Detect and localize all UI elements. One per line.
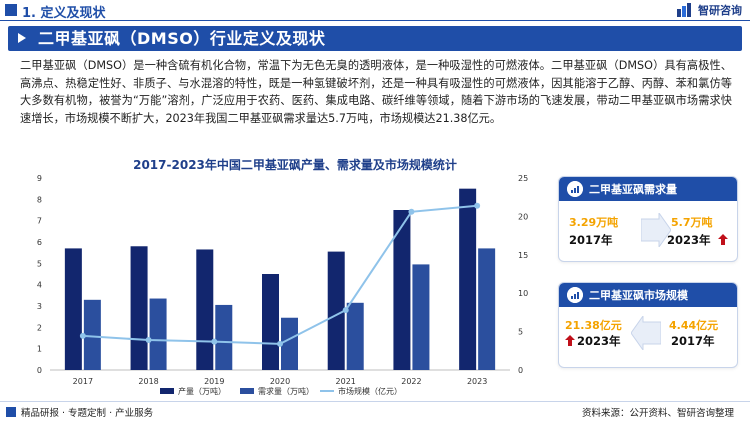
demand-2017-year: 2017年 — [569, 233, 613, 247]
x-tick-label: 2018 — [138, 377, 158, 386]
bar-demand — [478, 248, 496, 370]
bar-production — [459, 188, 477, 370]
title-banner: 二甲基亚砜（DMSO）行业定义及现状 — [8, 26, 742, 51]
y-right-tick-label: 0 — [518, 366, 523, 375]
bar-production — [130, 246, 148, 370]
y-left-tick-label: 5 — [37, 259, 42, 268]
y-left-tick-label: 0 — [37, 366, 42, 375]
bar-demand — [215, 304, 233, 370]
y-left-tick-label: 4 — [37, 281, 42, 290]
y-left-tick-label: 8 — [37, 195, 42, 204]
arrow-left-icon — [631, 316, 661, 350]
market-size-point — [211, 338, 218, 345]
section-marker-icon — [5, 4, 17, 16]
logo-text: 智研咨询 — [698, 4, 742, 17]
market-2017-year: 2017年 — [671, 334, 715, 348]
top-bar: 1. 定义及现状 智研咨询 — [0, 0, 750, 22]
y-right-tick-label: 20 — [518, 212, 528, 221]
footer-tagline: 精品研报 · 专题定制 · 产业服务 — [21, 408, 154, 419]
x-tick-label: 2023 — [467, 377, 487, 386]
market-size-card-header: 二甲基亚砜市场规模 — [559, 283, 737, 307]
logo-mark-icon — [677, 3, 691, 17]
y-left-tick-label: 2 — [37, 323, 42, 332]
bar-production — [393, 210, 411, 370]
market-size-point — [408, 208, 415, 215]
page-title: 二甲基亚砜（DMSO）行业定义及现状 — [38, 29, 326, 48]
market-2023-year: 2023年 — [577, 334, 621, 348]
demand-2017-value: 3.29万吨 — [569, 216, 619, 229]
y-right-tick-label: 10 — [518, 289, 528, 298]
footer-marker-icon — [6, 407, 16, 417]
bar-production — [262, 274, 279, 370]
bar-demand — [412, 264, 430, 370]
y-right-tick-label: 5 — [518, 328, 523, 337]
x-tick-label: 2022 — [401, 377, 421, 386]
market-size-card: 二甲基亚砜市场规模 21.38亿元 2023年 4.44亿元 2017年 — [558, 282, 738, 368]
legend-swatch — [160, 388, 174, 394]
demand-2023-year: 2023年 — [667, 233, 711, 247]
demand-card-title: 二甲基亚砜需求量 — [589, 183, 677, 196]
y-left-tick-label: 9 — [37, 174, 42, 183]
trend-chart-icon — [567, 287, 583, 303]
bar-demand — [83, 299, 101, 370]
bar-production — [196, 249, 214, 370]
bar-production — [327, 251, 345, 370]
bar-production — [64, 248, 82, 370]
x-tick-label: 2021 — [336, 377, 356, 386]
legend-swatch — [240, 388, 254, 394]
arrow-up-icon — [718, 234, 728, 245]
market-size-point — [277, 340, 283, 347]
legend-label: 需求量（万吨） — [258, 386, 314, 396]
section-label: 1. 定义及现状 — [22, 6, 106, 21]
description-paragraph: 二甲基亚砜（DMSO）是一种含硫有机化合物，常温下为无色无臭的透明液体，是一种吸… — [20, 59, 732, 125]
bar-demand — [149, 298, 167, 370]
x-tick-label: 2017 — [73, 377, 93, 386]
arrow-up-icon — [565, 335, 575, 346]
market-2023-value: 21.38亿元 — [565, 319, 622, 332]
demand-card-header: 二甲基亚砜需求量 — [559, 177, 737, 201]
combo-chart: 0 1 2 3 4 5 6 7 8 9 0 5 10 15 20 25 2017 2018 2019 2020 2021… — [37, 174, 528, 396]
bar-demand — [346, 302, 364, 370]
demand-card: 二甲基亚砜需求量 3.29万吨 2017年 5.7万吨 2023年 — [558, 176, 738, 262]
footer-divider — [0, 401, 750, 402]
footer-source: 资料来源：公开资料、智研咨询整理 — [581, 408, 734, 419]
y-left-tick-label: 7 — [37, 217, 42, 226]
market-size-point — [474, 202, 481, 209]
demand-2023-value: 5.7万吨 — [671, 216, 713, 229]
brand-logo: 智研咨询 — [677, 1, 742, 19]
y-left-tick-label: 1 — [37, 345, 42, 354]
x-tick-label: 2019 — [204, 377, 224, 386]
market-size-point — [79, 332, 86, 339]
chevron-right-icon — [18, 33, 26, 43]
legend-label: 产量（万吨） — [178, 386, 226, 396]
legend-label: 市场规模（亿元） — [338, 386, 402, 396]
chart-title: 2017-2023年中国二甲基亚砜产量、需求量及市场规模统计 — [133, 158, 457, 172]
y-right-tick-label: 15 — [518, 251, 528, 260]
y-left-tick-label: 3 — [37, 302, 42, 311]
y-left-tick-label: 6 — [37, 238, 42, 247]
market-2017-value: 4.44亿元 — [669, 319, 719, 332]
top-divider — [0, 20, 750, 21]
trend-chart-icon — [567, 181, 583, 197]
market-size-point — [342, 307, 349, 314]
arrow-right-icon — [641, 213, 671, 247]
market-size-point — [145, 337, 152, 344]
x-tick-label: 2020 — [270, 377, 290, 386]
footer: 精品研报 · 专题定制 · 产业服务 资料来源：公开资料、智研咨询整理 — [0, 401, 750, 421]
bar-demand — [281, 317, 298, 370]
market-size-card-title: 二甲基亚砜市场规模 — [589, 289, 688, 302]
y-right-tick-label: 25 — [518, 174, 528, 183]
